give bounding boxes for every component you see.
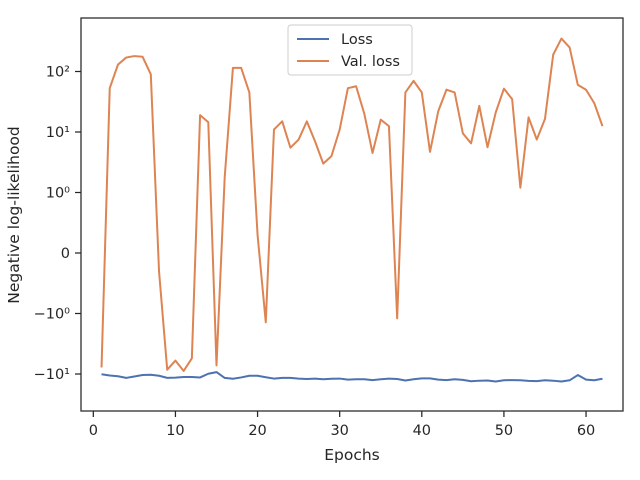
x-tick-label: 50 [495, 423, 513, 439]
x-tick-label: 10 [166, 423, 184, 439]
y-axis-ticks: −10¹ −10⁰ 0 10⁰ 10¹ 10² [34, 65, 81, 383]
y-tick-label: 10² [46, 65, 70, 81]
loss-series-line [101, 371, 603, 383]
x-tick-label: 30 [330, 423, 348, 439]
legend-loss-label: Loss [341, 32, 373, 48]
x-tick-label: 20 [248, 423, 266, 439]
y-tick-label: −10⁰ [34, 307, 71, 323]
y-tick-label: −10¹ [34, 367, 71, 383]
y-tick-label: 10¹ [46, 125, 70, 141]
plot-frame [80, 17, 624, 412]
y-axis-label: Negative log-likelihood [5, 126, 23, 304]
legend-val-loss-label: Val. loss [341, 54, 400, 70]
x-tick-label: 40 [413, 423, 431, 439]
legend: Loss Val. loss [287, 24, 413, 76]
x-tick-label: 60 [577, 423, 595, 439]
x-tick-label: 0 [89, 423, 98, 439]
y-tick-label: 10⁰ [46, 186, 70, 202]
x-axis-ticks: 0 10 20 30 40 50 60 [89, 411, 595, 439]
val-loss-series-line [100, 37, 604, 372]
legend-box [287, 24, 413, 76]
chart-marks [100, 37, 604, 383]
y-tick-label: 0 [61, 246, 70, 262]
x-axis-label: Epochs [324, 446, 380, 464]
